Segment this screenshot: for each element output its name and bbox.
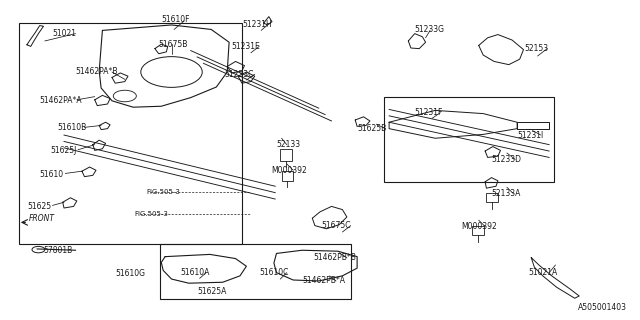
Text: 51610B: 51610B: [58, 124, 87, 132]
Text: 51625B: 51625B: [357, 124, 387, 133]
Text: 51675B: 51675B: [159, 40, 188, 49]
Text: 51462PB*B: 51462PB*B: [314, 253, 356, 262]
Text: A505001403: A505001403: [578, 303, 627, 312]
Text: 51625: 51625: [27, 202, 51, 211]
Text: 51233G: 51233G: [415, 25, 445, 34]
Text: 52133: 52133: [276, 140, 301, 149]
Text: 51231I: 51231I: [517, 131, 543, 140]
Text: M000392: M000392: [461, 222, 497, 231]
Text: 51675C: 51675C: [321, 221, 351, 230]
Bar: [472, 226, 484, 235]
Text: 51625J: 51625J: [50, 146, 76, 155]
Text: 51021A: 51021A: [528, 268, 557, 277]
Bar: [160, 244, 351, 299]
Text: 51610C: 51610C: [259, 268, 289, 277]
Text: 51462PA*B: 51462PA*B: [76, 68, 118, 76]
Text: 57801B: 57801B: [44, 246, 73, 255]
Text: 51610A: 51610A: [180, 268, 210, 277]
Text: 51610: 51610: [40, 170, 64, 179]
Bar: [19, 23, 242, 244]
Text: FIG.505-3: FIG.505-3: [134, 211, 168, 217]
Text: 51610F: 51610F: [161, 15, 190, 24]
Text: 51021: 51021: [52, 29, 77, 38]
Text: 51462PA*A: 51462PA*A: [40, 96, 83, 105]
Text: FIG.505-3: FIG.505-3: [146, 189, 180, 195]
Text: 51231E: 51231E: [232, 42, 260, 51]
Text: FRONT: FRONT: [29, 214, 55, 223]
Bar: [282, 171, 293, 181]
Text: 52133A: 52133A: [492, 189, 521, 198]
Bar: [384, 97, 554, 182]
Text: 52153: 52153: [525, 44, 549, 53]
Text: 51231H: 51231H: [242, 20, 271, 29]
Text: 51462PB*A: 51462PB*A: [302, 276, 345, 285]
Text: 51233C: 51233C: [224, 70, 253, 79]
Text: 51610G: 51610G: [115, 269, 145, 278]
Text: 51233D: 51233D: [492, 155, 522, 164]
Text: 51625A: 51625A: [197, 287, 227, 296]
Text: M000392: M000392: [271, 166, 307, 175]
Bar: [280, 149, 292, 161]
Text: 51231F: 51231F: [415, 108, 443, 117]
Bar: [486, 193, 498, 202]
